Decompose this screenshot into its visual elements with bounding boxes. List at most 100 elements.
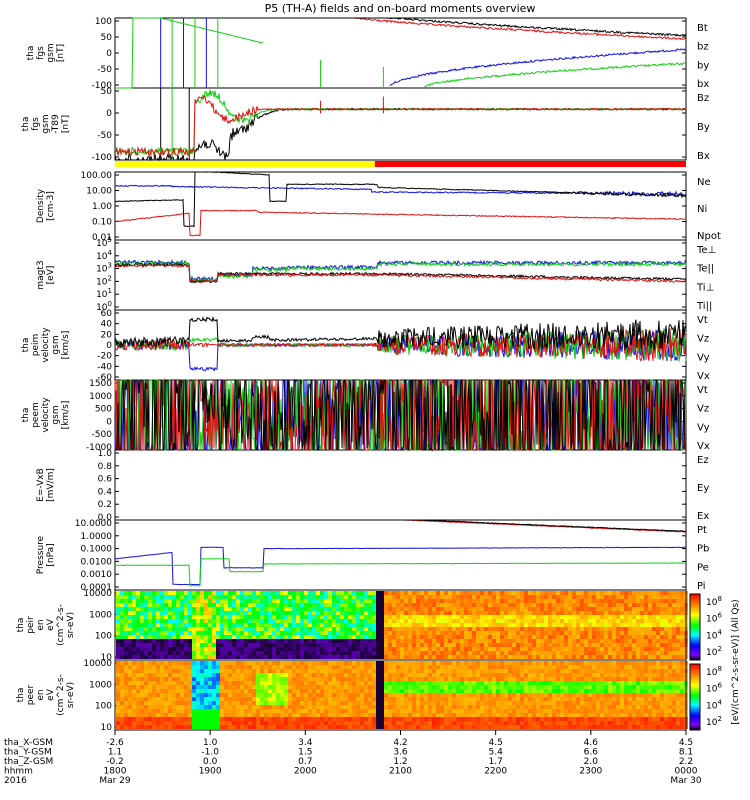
ylabel-line-temperature-0: magt3 — [36, 260, 46, 289]
xaxis-row-label-3: hhmm — [4, 767, 33, 777]
spectrogram-ion — [114, 589, 688, 661]
ytick-label-fgs-gsm-t89-0: 50 — [101, 87, 113, 97]
panel-pressure: 10.0000 1.0000 0.1000 0.0100 0.0010 0.0001 Pre… — [36, 519, 709, 593]
legend-pressure-Pt: Pt — [697, 525, 707, 536]
legend-fgs-gsm-t89-Bx: Bx — [697, 151, 710, 162]
ytick-label-density-2: 1.00 — [92, 202, 112, 212]
legend-ion-velocity-Vx: Vx — [697, 371, 710, 382]
ylabel-line-ion-velocity-2: velocity — [41, 327, 51, 363]
colorbar-tick-0-1: 106 — [706, 612, 722, 625]
legend-pressure-Pi: Pi — [697, 581, 706, 592]
legend-fgs-gsm-bx: bx — [697, 79, 709, 90]
colorbar-label: [eV/(cm^2-s-sr-eV)] (All Qs) — [731, 599, 741, 724]
ylabel-line-ion-eflux-5: sr-eV) — [66, 612, 76, 638]
ylabel-line-electron-velocity-1: peem — [31, 402, 41, 428]
legend-temperature-Te⊥: Te⊥ — [696, 245, 716, 256]
ytick-label-fgs-gsm-4: -100 — [92, 81, 113, 91]
ylabel-line-ion-velocity-4: [km/s] — [61, 331, 71, 360]
ylabel-line-fgs-gsm-t89-4: [nT] — [61, 115, 71, 133]
line-ti-par — [114, 260, 687, 283]
xaxis-value-3-5: 2300 — [579, 767, 602, 777]
line-pt — [355, 519, 687, 533]
line-pi — [114, 546, 687, 586]
ylabel-line-fgs-gsm-0: tha — [26, 46, 36, 61]
xaxis-value-1-2: 1.5 — [298, 748, 312, 758]
ytick-label-electron-velocity-3: 0 — [106, 417, 112, 427]
line-npot — [114, 184, 687, 198]
xaxis-value-4-6: Mar 30 — [670, 776, 702, 786]
legend-ion-velocity-Vz: Vz — [697, 334, 709, 345]
xaxis-value-1-5: 6.6 — [584, 748, 599, 758]
xaxis-value-3-6: 0000 — [675, 767, 698, 777]
panel-frame-efield — [114, 449, 687, 521]
ytick-label-electron-velocity-1: 1000 — [89, 392, 112, 402]
ytick-label-efield-1: 0.8 — [98, 462, 113, 472]
ylabel-electron-eflux: tha peer en eV (cm^2-s-sr-eV) — [16, 674, 76, 716]
line-pe — [114, 558, 686, 587]
ylabel-line-pressure-0: Pressure — [36, 535, 46, 574]
ytick-label-pressure-0: 10.0000 — [75, 519, 112, 529]
ytick-label-pressure-1: 1.0000 — [81, 532, 113, 542]
colorbar-tick-1-3: 102 — [706, 715, 722, 728]
ytick-label-efield-0: 1.0 — [98, 449, 113, 459]
ylabel-line-ion-eflux-3: eV — [46, 618, 56, 631]
series-fgs — [115, 17, 687, 89]
line-by-early — [115, 17, 264, 89]
ytick-label-ion-eflux-3: 10 — [101, 653, 113, 663]
ytick-label-pressure-2: 0.1000 — [81, 545, 113, 555]
ytick-label-temperature-2: 103 — [96, 262, 112, 275]
series-ion-velocity — [114, 315, 687, 372]
line-bt — [355, 17, 687, 37]
line-te-perp — [114, 263, 687, 284]
legend-fgs-gsm-t89-Bz: Bz — [697, 93, 709, 104]
colorbar-tick-0-0: 108 — [706, 595, 722, 608]
line-ne — [115, 209, 687, 237]
legend-pressure-Pb: Pb — [697, 544, 709, 555]
ylabel-line-fgs-gsm-3: [nT] — [56, 44, 66, 62]
status-bar-yellow — [115, 161, 375, 167]
ylabel-line-ion-velocity-0: tha — [21, 338, 31, 353]
ytick-label-ion-velocity-3: 0 — [106, 341, 112, 351]
ylabel-line-electron-eflux-4: (cm^2-s- — [56, 674, 66, 716]
ylabel-line-electron-eflux-3: eV — [46, 688, 56, 701]
xaxis-value-0-5: 4.6 — [584, 738, 599, 748]
xaxis-value-0-2: 3.4 — [298, 738, 313, 748]
legend-temperature-Te||: Te|| — [696, 264, 714, 275]
legend-temperature-Ti||: Ti|| — [696, 301, 712, 312]
panel-frame-fgs-gsm-t89 — [114, 87, 687, 161]
ylabel-line-fgs-gsm-t89-3: -T89 — [51, 114, 61, 134]
ylabel-ion-velocity: tha peim velocity gsm [km/s] — [21, 327, 71, 363]
ytick-label-temperature-4: 101 — [96, 287, 112, 300]
ylabel-fgs-gsm: tha fgs gsm [nT] — [26, 43, 66, 62]
ytick-label-ion-eflux-0: 10000 — [83, 589, 112, 599]
panel-fgs-gsm: 100 50 0 -50 -100 tha fgs gsm [nT] Bt bz by bx — [26, 17, 709, 91]
series-electron-velocity — [114, 378, 687, 452]
spectrogram-electron — [114, 659, 688, 731]
ytick-label-efield-5: 0.0 — [98, 513, 113, 523]
ytick-label-efield-3: 0.4 — [98, 487, 113, 497]
ylabel-line-electron-velocity-2: velocity — [41, 397, 51, 433]
legend-pressure-Pe: Pe — [697, 562, 709, 573]
ytick-label-ion-eflux-2: 100 — [95, 632, 112, 642]
ylabel-fgs-gsm-t89: tha fgs gsm -T89 [nT] — [21, 114, 71, 134]
ylabel-line-ion-eflux-2: en — [36, 619, 46, 630]
legend-efield-Ex: Ex — [697, 511, 709, 522]
colorbar-tick-0-3: 102 — [706, 645, 722, 658]
ytick-label-density-0: 100.00 — [81, 171, 113, 181]
ylabel-line-density-0: Density — [36, 188, 46, 223]
ytick-label-efield-4: 0.2 — [98, 500, 112, 510]
colorbar-gradient-0 — [689, 593, 701, 661]
xaxis-value-2-4: 1.7 — [489, 757, 503, 767]
legend-electron-velocity-Vy: Vy — [697, 422, 710, 433]
ytick-label-electron-eflux-3: 10 — [101, 723, 113, 733]
ytick-label-density-4: 0.01 — [92, 233, 112, 243]
line-bz — [354, 17, 687, 41]
legend-density-Npot: Npot — [697, 231, 721, 242]
ytick-label-ion-velocity-6: -60 — [97, 373, 112, 383]
ylabel-line-ion-velocity-1: peim — [31, 334, 41, 357]
ytick-label-electron-velocity-5: -1000 — [86, 443, 112, 453]
ylabel-line-ion-eflux-1: peir — [26, 616, 36, 634]
legend-density-Ni: Ni — [697, 204, 707, 215]
